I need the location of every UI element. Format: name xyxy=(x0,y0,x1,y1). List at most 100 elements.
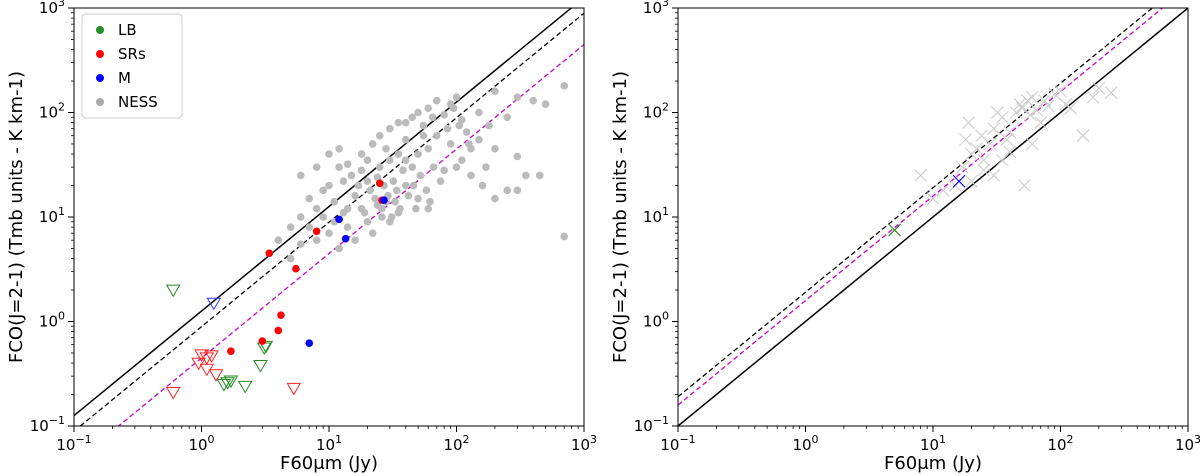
data-point-ness xyxy=(363,177,372,186)
data-point-ness xyxy=(475,135,483,144)
data-point-ness xyxy=(363,217,372,226)
data-point-ness xyxy=(1054,84,1067,98)
data-point-lb xyxy=(237,380,253,394)
x-tick-label: 101 xyxy=(920,433,946,454)
data-point-ness xyxy=(414,194,422,203)
data-point-ness xyxy=(482,163,490,171)
data-point-ness xyxy=(962,116,975,130)
data-point-ness xyxy=(1003,145,1017,159)
data-point-ness xyxy=(1086,90,1100,104)
plot-area xyxy=(678,8,1188,426)
series-m xyxy=(305,196,388,347)
tick-base: 10 xyxy=(39,104,58,122)
data-point-ness xyxy=(452,93,461,102)
tick-exponent: 1 xyxy=(662,205,669,218)
tick-base: 10 xyxy=(571,436,590,454)
data-point-ness xyxy=(995,153,1009,167)
tick-exponent: 3 xyxy=(662,0,669,9)
data-point-ness xyxy=(926,192,940,205)
data-point-ness xyxy=(995,110,1009,124)
data-point-ness xyxy=(1013,97,1027,111)
tick-base: 10 xyxy=(443,436,462,454)
data-point-srs xyxy=(258,337,267,345)
data-point-m xyxy=(335,215,343,224)
tick-exponent: 3 xyxy=(58,0,65,9)
data-point-ness xyxy=(432,96,441,105)
data-point-ness xyxy=(325,181,333,190)
x-tick-label: 102 xyxy=(443,433,469,454)
reference-line-solid xyxy=(678,8,1188,426)
data-point-ness xyxy=(296,240,305,248)
data-point-ness xyxy=(560,82,569,90)
data-point-ness xyxy=(491,144,499,153)
data-point-ness xyxy=(452,163,461,171)
x-tick-label: 10−1 xyxy=(56,433,91,454)
data-point-srs xyxy=(274,326,283,335)
series-lb xyxy=(165,284,274,394)
data-point-ness xyxy=(1017,179,1031,192)
tick-exponent: −1 xyxy=(679,433,695,446)
data-point-ness xyxy=(363,156,372,164)
data-point-ness xyxy=(1000,133,1014,147)
data-point-ness xyxy=(457,156,466,164)
data-point-ness xyxy=(408,163,417,171)
data-point-lb xyxy=(888,223,902,237)
data-point-m xyxy=(341,234,350,243)
data-point-ness xyxy=(429,163,438,171)
data-point-ness xyxy=(368,140,377,148)
data-point-ness xyxy=(394,118,403,127)
data-point-ness xyxy=(414,150,422,158)
data-point-lb xyxy=(216,379,232,392)
tick-base: 10 xyxy=(39,208,58,226)
data-point-ness xyxy=(399,166,407,175)
legend-box xyxy=(81,13,183,119)
series-m xyxy=(206,297,222,311)
legend-marker-srs xyxy=(96,50,104,58)
legend-label-m: M xyxy=(118,69,131,87)
data-point-ness xyxy=(478,181,487,190)
legend-marker-m xyxy=(96,74,104,82)
tick-exponent: 3 xyxy=(590,433,597,446)
tick-exponent: 0 xyxy=(208,433,215,446)
data-point-m xyxy=(952,174,966,188)
data-point-ness xyxy=(541,100,550,109)
data-point-ness xyxy=(1015,101,1029,115)
y-tick-label: 10−1 xyxy=(634,414,669,435)
tick-base: 10 xyxy=(39,313,58,331)
data-point-ness xyxy=(392,186,401,195)
data-point-ness xyxy=(371,194,379,203)
tick-base: 10 xyxy=(920,436,939,454)
reference-line-dashed xyxy=(79,12,584,426)
y-tick-label: 103 xyxy=(39,0,65,17)
data-point-ness xyxy=(467,171,475,180)
data-point-ness xyxy=(432,131,441,140)
x-tick-label: 10−1 xyxy=(660,433,695,454)
data-point-ness xyxy=(312,163,321,171)
data-point-ness xyxy=(330,197,339,206)
tick-base: 10 xyxy=(56,436,75,454)
data-point-ness xyxy=(305,223,314,231)
data-point-ness xyxy=(386,217,394,226)
data-point-ness xyxy=(491,87,499,95)
series-m xyxy=(952,174,966,188)
data-point-ness xyxy=(1076,129,1090,143)
tick-base: 10 xyxy=(188,436,207,454)
data-point-ness xyxy=(987,169,1001,182)
data-point-ness xyxy=(428,113,437,122)
legend: LB SRs M NESS xyxy=(81,13,183,119)
data-point-ness xyxy=(424,104,433,112)
tick-base: 10 xyxy=(643,313,662,331)
data-point-ness xyxy=(325,150,333,158)
x-tick-label: 101 xyxy=(316,433,342,454)
data-point-ness xyxy=(351,191,359,200)
tick-exponent: 1 xyxy=(58,205,65,218)
data-point-ness xyxy=(366,186,374,195)
data-point-ness xyxy=(305,194,314,203)
data-point-ness xyxy=(296,171,305,180)
data-point-ness xyxy=(335,163,343,171)
ticks xyxy=(672,7,1189,432)
data-point-ness xyxy=(408,113,417,122)
data-point-ness xyxy=(394,208,403,217)
x-axis-label: F60μm (Jy) xyxy=(280,453,378,474)
data-point-ness xyxy=(373,201,382,209)
